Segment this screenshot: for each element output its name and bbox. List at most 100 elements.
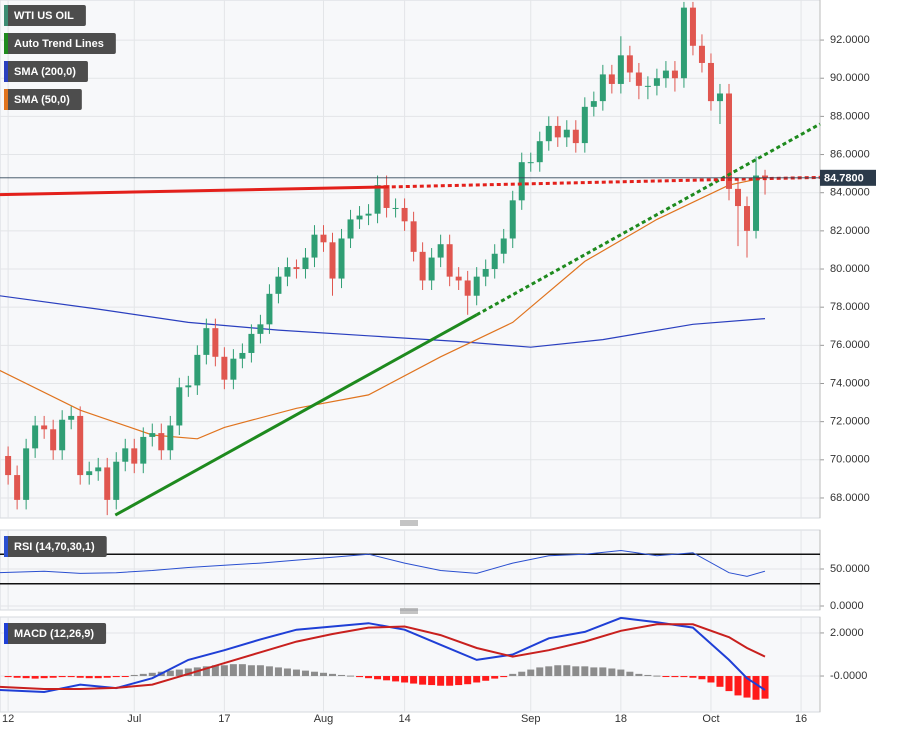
candle-body	[527, 162, 534, 164]
label-box	[4, 5, 86, 26]
label-text: MACD (12,26,9)	[14, 628, 94, 640]
candle-body	[482, 269, 489, 277]
histogram-bar	[85, 676, 93, 679]
y-tick-label: 0.0000	[830, 600, 864, 612]
histogram-bar	[166, 670, 174, 677]
label-swatch	[4, 61, 8, 82]
candle-body	[347, 219, 354, 239]
candle-body	[5, 455, 12, 476]
histogram-bar	[482, 676, 490, 681]
histogram-bar	[374, 676, 382, 680]
label-swatch	[4, 33, 8, 54]
candle-body	[293, 267, 300, 270]
histogram-bar	[671, 676, 679, 678]
candle-body	[122, 448, 129, 462]
histogram-bar	[446, 676, 454, 686]
histogram-bar	[725, 676, 733, 692]
histogram-bar	[599, 667, 607, 677]
candle-body	[59, 419, 66, 451]
histogram-bar	[410, 676, 418, 684]
candle-body	[230, 358, 237, 380]
histogram-bar	[220, 665, 228, 677]
histogram-bar	[626, 671, 634, 677]
candle-body	[41, 425, 48, 430]
candle-body	[23, 448, 30, 500]
label-swatch	[4, 5, 8, 26]
candle-body	[311, 234, 318, 258]
histogram-bar	[734, 676, 742, 696]
histogram-bar	[40, 676, 48, 679]
y-tick-label: 78.0000	[830, 301, 870, 313]
x-tick-label: Sep	[521, 713, 541, 725]
y-tick-label: 80.0000	[830, 263, 870, 275]
candle-body	[599, 74, 606, 102]
x-tick-label: 14	[398, 713, 410, 725]
histogram-bar	[518, 671, 526, 677]
histogram-bar	[761, 676, 769, 699]
candle-body	[266, 293, 273, 325]
candle-body	[212, 328, 219, 357]
candle-body	[14, 475, 21, 500]
candle-body	[194, 354, 201, 386]
histogram-bar	[419, 676, 427, 685]
histogram-bar	[563, 665, 571, 677]
candle-body	[158, 433, 165, 451]
histogram-bar	[112, 676, 120, 678]
candle-body	[608, 74, 615, 84]
candle-body	[113, 461, 120, 500]
histogram-bar	[274, 667, 282, 677]
x-tick-label: Jul	[127, 713, 141, 725]
candle-body	[374, 185, 381, 214]
candle-body	[149, 433, 156, 437]
histogram-bar	[473, 676, 481, 683]
histogram-bar	[13, 676, 21, 678]
candle-body	[735, 188, 741, 207]
histogram-bar	[58, 676, 66, 678]
histogram-bar	[103, 676, 111, 678]
candle-body	[410, 221, 417, 252]
candle-body	[392, 207, 399, 209]
histogram-bar	[689, 676, 697, 678]
candle-body	[428, 257, 435, 281]
candle-body	[680, 7, 687, 79]
histogram-bar	[22, 676, 30, 679]
trend-line	[114, 313, 478, 517]
y-tick-label: 72.0000	[830, 416, 870, 428]
candle-body	[725, 93, 732, 189]
y-tick-label: 92.0000	[830, 34, 870, 46]
label-swatch	[4, 623, 8, 644]
candle-body	[671, 70, 678, 79]
candle-body	[455, 276, 462, 281]
trend-line	[384, 175, 821, 189]
candle-body	[518, 162, 525, 201]
histogram-bar	[752, 676, 760, 700]
candle-body	[716, 93, 723, 102]
histogram-bar	[572, 666, 580, 677]
candle-body	[536, 141, 543, 163]
x-tick-label: 17	[218, 713, 230, 725]
histogram-bar	[67, 676, 75, 678]
candle-body	[635, 72, 642, 86]
histogram-bar	[617, 669, 625, 677]
histogram-bar	[491, 676, 499, 679]
x-tick-label: 18	[615, 713, 627, 725]
label-text: SMA (200,0)	[14, 66, 76, 78]
plot-area	[0, 529, 821, 611]
histogram-bar	[229, 664, 237, 677]
plot-area	[0, 0, 821, 519]
histogram-bar	[680, 676, 688, 678]
candle-body	[437, 244, 444, 258]
y-tick-label: -0.0000	[830, 670, 867, 682]
histogram-bar	[184, 668, 192, 677]
candle-body	[653, 78, 660, 86]
histogram-bar	[31, 676, 39, 679]
candle-body	[509, 200, 516, 239]
histogram-bar	[635, 673, 643, 677]
candle-body	[275, 276, 282, 294]
histogram-bar	[644, 674, 652, 677]
histogram-bar	[310, 671, 318, 677]
histogram-bar	[437, 676, 445, 686]
candle-body	[257, 324, 264, 334]
histogram-bar	[130, 674, 138, 677]
